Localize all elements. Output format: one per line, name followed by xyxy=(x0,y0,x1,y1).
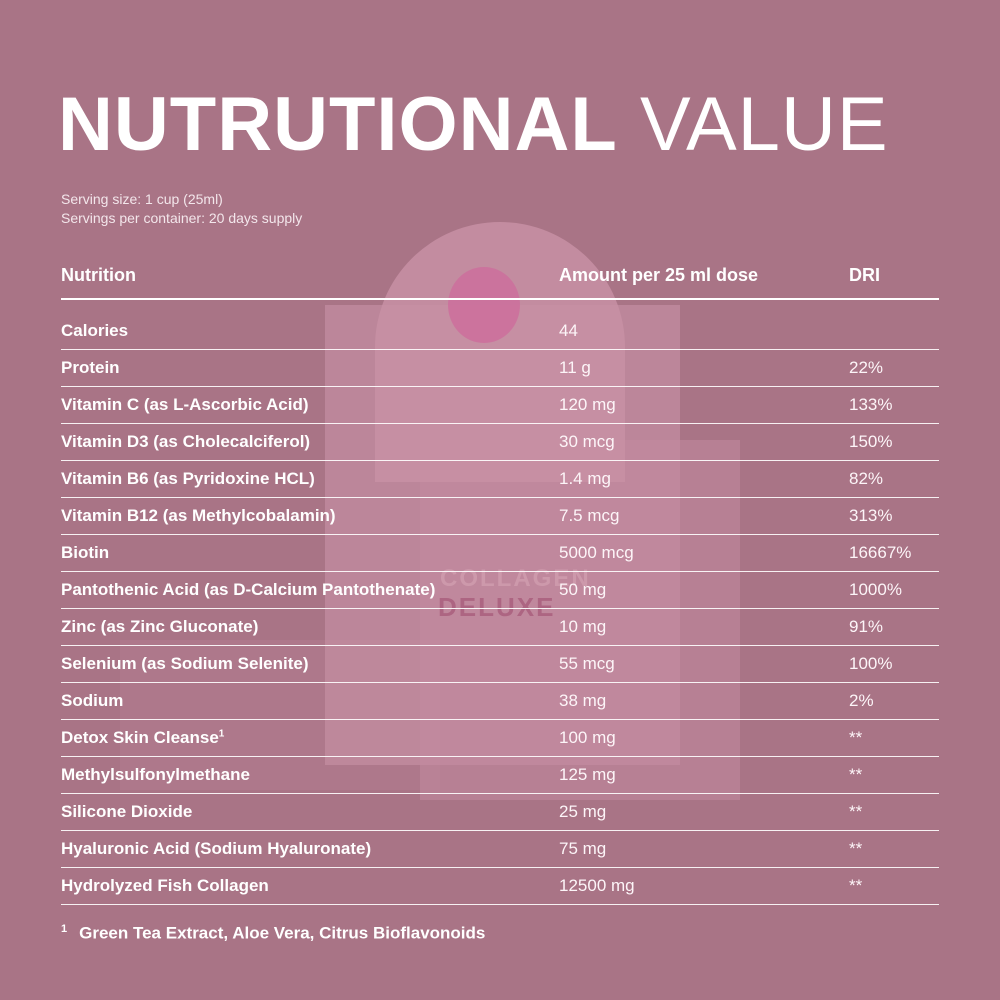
nutrient-name: Selenium (as Sodium Selenite) xyxy=(61,654,309,673)
nutrient-dri: 91% xyxy=(849,617,884,636)
table-row: Selenium (as Sodium Selenite) 55 mcg 100… xyxy=(61,646,939,683)
table-row: Vitamin C (as L-Ascorbic Acid) 120 mg 13… xyxy=(61,387,939,424)
table-row: Pantothenic Acid (as D-Calcium Pantothen… xyxy=(61,572,939,609)
table-row: Vitamin D3 (as Cholecalciferol) 30 mcg 1… xyxy=(61,424,939,461)
table-row: Protein 11 g 22% xyxy=(61,350,939,387)
table-row: Methylsulfonylmethane 125 mg ** xyxy=(61,757,939,794)
nutrient-dri: 150% xyxy=(849,432,893,451)
footnote-reference: 1 xyxy=(218,728,225,740)
table-row: Zinc (as Zinc Gluconate) 10 mg 91% xyxy=(61,609,939,646)
table-row: Detox Skin Cleanse1 100 mg ** xyxy=(61,720,939,757)
nutrient-name: Detox Skin Cleanse1 xyxy=(61,728,559,748)
nutrient-name-text: Detox Skin Cleanse xyxy=(61,728,219,747)
table-header: Nutrition Amount per 25 ml dose DRI xyxy=(61,252,939,300)
nutrient-amount: 75 mg xyxy=(559,839,607,858)
nutrient-amount: 7.5 mcg xyxy=(559,506,620,525)
nutrient-dri: 16667% xyxy=(849,543,912,562)
table-row: Hyaluronic Acid (Sodium Hyaluronate) 75 … xyxy=(61,831,939,868)
table-row: Sodium 38 mg 2% xyxy=(61,683,939,720)
nutrient-amount: 44 xyxy=(559,321,578,340)
nutrient-name: Sodium xyxy=(61,691,124,710)
nutrient-dri: 313% xyxy=(849,506,893,525)
nutrient-amount: 125 mg xyxy=(559,765,616,784)
nutrient-amount: 50 mg xyxy=(559,580,607,599)
servings-per-container: Servings per container: 20 days supply xyxy=(61,210,303,226)
nutrient-dri: 2% xyxy=(849,691,874,710)
nutrient-dri: ** xyxy=(849,728,863,747)
nutrient-amount: 30 mcg xyxy=(559,432,615,451)
header-nutrition: Nutrition xyxy=(61,264,136,285)
nutrient-dri: 82% xyxy=(849,469,884,488)
footnote: 1 Green Tea Extract, Aloe Vera, Citrus Bi… xyxy=(61,923,485,944)
nutrient-dri: 22% xyxy=(849,358,884,377)
nutrient-name: Vitamin B12 (as Methylcobalamin) xyxy=(61,506,336,525)
nutrient-amount: 55 mcg xyxy=(559,654,615,673)
table-row: Vitamin B12 (as Methylcobalamin) 7.5 mcg… xyxy=(61,498,939,535)
nutrient-amount: 11 g xyxy=(559,358,591,377)
nutrient-amount: 5000 mcg xyxy=(559,543,634,562)
nutrient-name: Vitamin D3 (as Cholecalciferol) xyxy=(61,432,311,451)
nutrient-dri: ** xyxy=(849,839,863,858)
nutrient-amount: 120 mg xyxy=(559,395,616,414)
nutrient-name: Methylsulfonylmethane xyxy=(61,765,250,784)
serving-size: Serving size: 1 cup (25ml) xyxy=(61,191,223,207)
footnote-text: Green Tea Extract, Aloe Vera, Citrus Bio… xyxy=(79,923,486,943)
nutrient-amount: 1.4 mg xyxy=(559,469,611,488)
nutrition-table: Nutrition Amount per 25 ml dose DRI Calo… xyxy=(61,252,939,905)
table-row: Silicone Dioxide 25 mg ** xyxy=(61,794,939,831)
nutrient-name: Silicone Dioxide xyxy=(61,802,193,821)
title-light: VALUE xyxy=(639,82,889,167)
nutrient-amount: 12500 mg xyxy=(559,876,635,895)
header-dri: DRI xyxy=(849,264,880,285)
nutrient-name: Vitamin C (as L-Ascorbic Acid) xyxy=(61,395,309,414)
nutrient-name: Pantothenic Acid (as D-Calcium Pantothen… xyxy=(61,580,436,599)
nutrient-name: Vitamin B6 (as Pyridoxine HCL) xyxy=(61,469,315,488)
table-row: Vitamin B6 (as Pyridoxine HCL) 1.4 mg 82… xyxy=(61,461,939,498)
nutrient-amount: 38 mg xyxy=(559,691,607,710)
nutrient-name: Biotin xyxy=(61,543,110,562)
nutrient-amount: 25 mg xyxy=(559,802,607,821)
nutrient-amount: 10 mg xyxy=(559,617,607,636)
nutrient-dri: ** xyxy=(849,876,863,895)
nutrient-name: Calories xyxy=(61,321,129,340)
nutrient-amount: 100 mg xyxy=(559,728,616,747)
nutrient-dri: 133% xyxy=(849,395,893,414)
nutrient-name: Zinc (as Zinc Gluconate) xyxy=(61,617,259,636)
serving-info: Serving size: 1 cup (25ml) Servings per … xyxy=(61,190,302,228)
title-bold: NUTRUTIONAL xyxy=(58,82,618,167)
nutrient-name: Hyaluronic Acid (Sodium Hyaluronate) xyxy=(61,839,372,858)
table-row: Hydrolyzed Fish Collagen 12500 mg ** xyxy=(61,868,939,905)
nutrient-dri: 1000% xyxy=(849,580,902,599)
nutrient-dri: ** xyxy=(849,802,863,821)
footnote-mark: 1 xyxy=(61,923,68,935)
table-row: Calories 44 xyxy=(61,313,939,350)
nutrient-name: Protein xyxy=(61,358,120,377)
table-row: Biotin 5000 mcg 16667% xyxy=(61,535,939,572)
nutrient-dri: 100% xyxy=(849,654,893,673)
page-title: NUTRUTIONAL VALUE xyxy=(58,82,889,168)
header-amount: Amount per 25 ml dose xyxy=(559,264,759,285)
nutrient-dri: ** xyxy=(849,765,863,784)
nutrient-name: Hydrolyzed Fish Collagen xyxy=(61,876,269,895)
